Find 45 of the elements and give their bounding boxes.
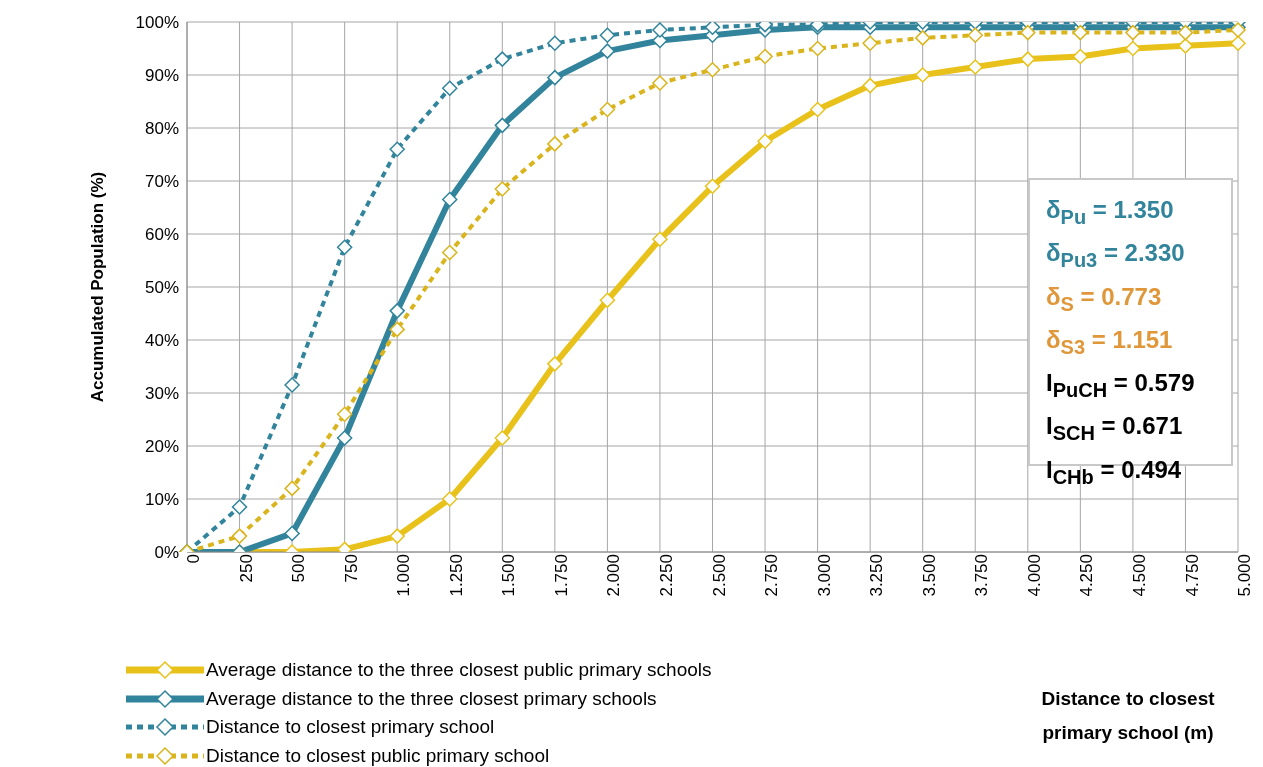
- x-tick-label: 4.500: [1129, 554, 1149, 597]
- x-tick-label: 3.750: [972, 554, 992, 597]
- x-tick-label: 1.500: [499, 554, 519, 597]
- x-tick-label: 2.750: [762, 554, 782, 597]
- annotation: δ$_{S3}$ = 1.151: [1046, 324, 1174, 360]
- x-axis-title: Distance to closest primary school (m): [1040, 687, 1216, 745]
- x-tick-label: 3.250: [867, 554, 887, 597]
- x-tick-label: 0: [184, 554, 204, 564]
- x-tick-label: 3.500: [919, 554, 939, 597]
- x-tick-label: 750: [341, 554, 361, 583]
- x-tick-label: 4.250: [1077, 554, 1097, 597]
- x-tick-label: 1.000: [394, 554, 414, 597]
- y-tick-label: 30%: [144, 384, 179, 404]
- annotation: δ$_{Pu}$ = 1.350: [1046, 195, 1175, 230]
- y-tick-label: 20%: [144, 437, 179, 457]
- y-tick-label: 90%: [144, 66, 179, 86]
- y-tick-label: 80%: [144, 119, 179, 139]
- annotation: I$_{PuCH}$ = 0.579: [1046, 368, 1196, 403]
- x-tick-label: 500: [289, 554, 309, 583]
- y-axis-title: Accumulated Population (%): [88, 171, 108, 403]
- annotation: I$_{CHb}$ = 0.494: [1046, 454, 1183, 490]
- x-tick-label: 5.000: [1235, 554, 1255, 597]
- x-tick-label: 2.000: [604, 554, 624, 597]
- x-tick-label: 2.250: [657, 554, 677, 597]
- y-tick-label: 100%: [135, 13, 179, 33]
- annotation: δ$_{Pu3}$ = 2.330: [1046, 238, 1186, 274]
- y-tick-label: 40%: [144, 331, 179, 351]
- x-tick-label: 4.000: [1024, 554, 1044, 597]
- y-tick-label: 10%: [144, 490, 179, 510]
- annotation: I$_{SCH}$ = 0.671: [1046, 411, 1184, 447]
- legend-label: Distance to closest public primary school: [206, 744, 550, 767]
- legend-label: Distance to closest primary school: [206, 716, 495, 739]
- x-tick-label: 250: [236, 554, 256, 583]
- y-tick-label: 60%: [144, 225, 179, 245]
- legend-label: Average distance to the three closest primary schools: [206, 687, 657, 710]
- x-tick-label: 3.000: [814, 554, 834, 597]
- y-tick-label: 50%: [144, 278, 179, 298]
- annotation: δ$_{S}$ = 0.773: [1046, 281, 1163, 317]
- x-tick-label: 1.750: [551, 554, 571, 597]
- x-tick-label: 2.500: [709, 554, 729, 597]
- legend-label: Average distance to the three closest public primary schools: [206, 659, 712, 682]
- x-tick-label: 4.750: [1182, 554, 1202, 597]
- y-tick-label: 0%: [154, 543, 179, 563]
- x-tick-label: 1.250: [446, 554, 466, 597]
- y-tick-label: 70%: [144, 172, 179, 192]
